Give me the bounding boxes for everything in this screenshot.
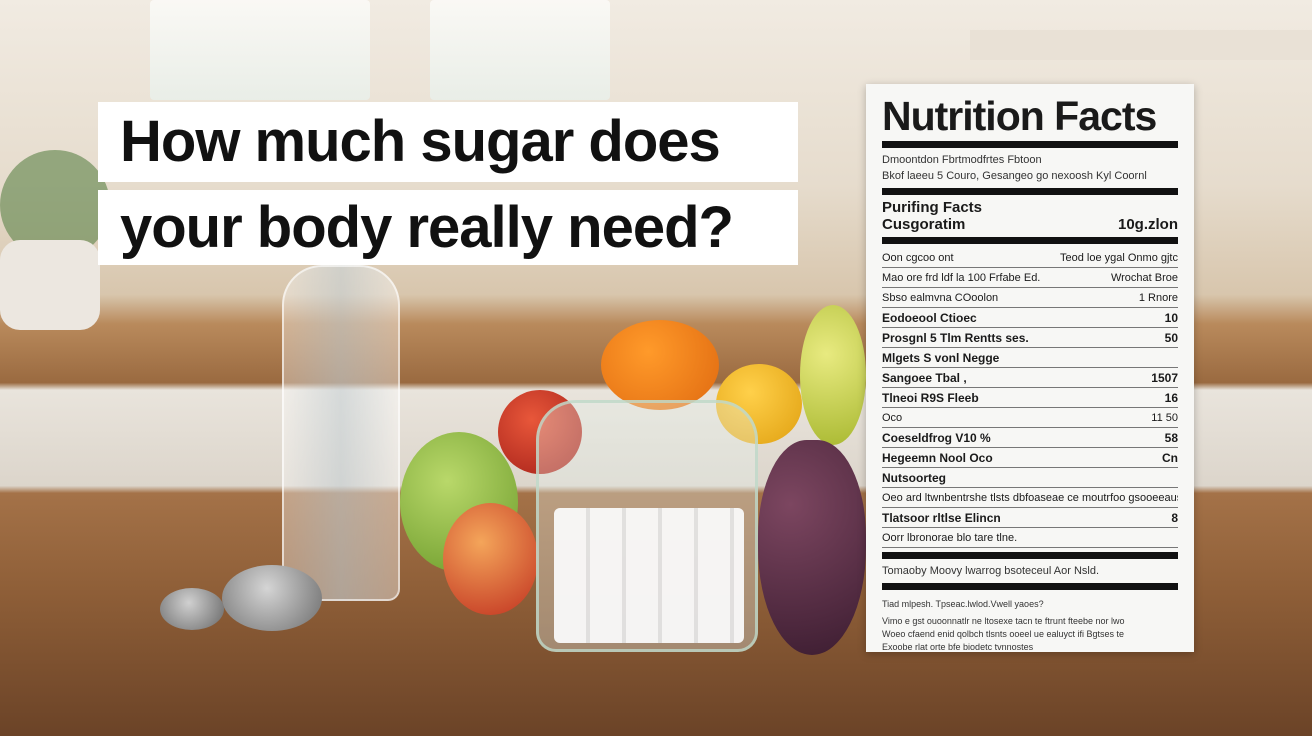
nutrient-row: Tlatsoor rltlse Elincn 8 xyxy=(882,508,1178,528)
nutrient-name: Sbso ealmvna COoolon xyxy=(882,291,999,304)
divider xyxy=(882,552,1178,559)
orange xyxy=(601,320,719,410)
nutrient-name: Oco xyxy=(882,411,903,424)
nutrient-row: Nutsoorteg xyxy=(882,468,1178,488)
pot xyxy=(0,240,100,330)
nutrient-row: Eodoeool Ctioec 10 xyxy=(882,308,1178,328)
nutrient-name: Mao ore frd ldf la 100 Frfabe Ed. xyxy=(882,271,1041,284)
nutrient-value: 16 xyxy=(1164,390,1178,405)
nutrient-row: Oco 11 50 xyxy=(882,408,1178,428)
nutrient-name: Oeo ard ltwnbentrshe tlsts dbfoaseae ce … xyxy=(882,491,1178,504)
glass-jar xyxy=(536,400,758,652)
nutrient-name: Hegeemn Nool Oco xyxy=(882,450,993,465)
shelf xyxy=(970,30,1312,60)
nutrient-name: Eodoeool Ctioec xyxy=(882,310,977,325)
nutrient-name: Tlatsoor rltlse Elincn xyxy=(882,510,1001,525)
pear xyxy=(800,305,866,445)
footer-question: Tiad mlpesh. Tpseac.lwlod.Vwell yaoes? xyxy=(882,599,1044,609)
nutrient-name: Oon cgcoo ont xyxy=(882,251,954,264)
label-subhead: Purifing Facts xyxy=(882,199,983,216)
nutrient-value: Teod loe ygal Onmo gjtc xyxy=(1059,251,1178,264)
window xyxy=(430,0,610,100)
nutrient-value: 10 xyxy=(1164,310,1178,325)
nutrient-row: Tlneoi R9S Fleeb 16 xyxy=(882,388,1178,408)
nutrient-name: Tlneoi R9S Fleeb xyxy=(882,390,979,405)
serving-value: 10g.zlon xyxy=(1117,216,1178,233)
nutrient-value: 1507 xyxy=(1151,370,1178,385)
red-apple xyxy=(443,503,538,615)
intro-line: Dmoontdon Fbrtmodfrtes Fbtoon xyxy=(882,154,1042,166)
nutrient-rows: Oon cgcoo ont Teod loe ygal Onmo gjtc Mao … xyxy=(882,248,1178,548)
divider xyxy=(882,141,1178,148)
nutrient-value: 8 xyxy=(1171,510,1178,525)
nutrient-row: Prosgnl 5 Tlm Rentts ses. 50 xyxy=(882,328,1178,348)
divider xyxy=(882,237,1178,244)
footer-line: Exoobe rlat orte bfe biodetc tvnnostes xyxy=(882,642,1034,652)
label-title: Nutrition Facts xyxy=(882,93,1157,139)
serving-row: Cusgoratim 10g.zlon xyxy=(882,216,1178,233)
footer-line: Vimo e gst ouoonnatlr ne ltosexe tacn te… xyxy=(882,616,1125,626)
measuring-spoon xyxy=(222,565,322,631)
divider xyxy=(882,583,1178,590)
nutrient-row: Hegeemn Nool Oco Cn xyxy=(882,448,1178,468)
nutrient-row: Sangoee Tbal , 1507 xyxy=(882,368,1178,388)
nutrient-name: Oorr lbronorae blo tare tlne. xyxy=(882,531,1018,544)
nutrient-name: Sangoee Tbal , xyxy=(882,370,967,385)
measuring-spoon xyxy=(160,588,224,630)
nutrient-row: Mlgets S vonl Negge xyxy=(882,348,1178,368)
nutrient-row: Mao ore frd ldf la 100 Frfabe Ed. Wrochat… xyxy=(882,268,1178,288)
window xyxy=(150,0,370,100)
nutrient-row: Sbso ealmvna COoolon 1 Rnore xyxy=(882,288,1178,308)
serving-label: Cusgoratim xyxy=(882,216,966,233)
nutrient-row: Oeo ard ltwnbentrshe tlsts dbfoaseae ce … xyxy=(882,488,1178,508)
nutrient-name: Prosgnl 5 Tlm Rentts ses. xyxy=(882,330,1029,345)
headline-line-1: How much sugar does xyxy=(98,102,798,182)
nutrient-value: 58 xyxy=(1164,430,1178,445)
grapes xyxy=(758,440,866,655)
intro-line: Bkof laeeu 5 Couro, Gesangeo go nexoosh … xyxy=(882,170,1147,182)
headline-line-2: your body really need? xyxy=(98,190,798,265)
sugar-cubes xyxy=(554,508,744,643)
nutrition-facts-label: Nutrition Facts Dmoontdon Fbrtmodfrtes F… xyxy=(866,84,1194,652)
nutrient-value: 1 Rnore xyxy=(1138,291,1178,304)
footer-line: Woeo cfaend enid qolbch tlsnts ooeel ue … xyxy=(882,629,1124,639)
nutrient-row: Oorr lbronorae blo tare tlne. xyxy=(882,528,1178,548)
nutrient-name: Mlgets S vonl Negge xyxy=(882,350,1000,365)
nutrient-value: 11 50 xyxy=(1151,411,1178,424)
nutrient-row: Coeseldfrog V10 % 58 xyxy=(882,428,1178,448)
nutrient-value: Cn xyxy=(1162,450,1178,465)
label-note: Tomaoby Moovy lwarrog bsoteceul Aor Nsld… xyxy=(882,565,1100,577)
nutrient-value: 50 xyxy=(1164,330,1178,345)
divider xyxy=(882,188,1178,195)
nutrient-value: Wrochat Broe xyxy=(1110,271,1178,284)
nutrient-name: Coeseldfrog V10 % xyxy=(882,430,991,445)
water-bottle xyxy=(282,265,400,601)
nutrient-row: Oon cgcoo ont Teod loe ygal Onmo gjtc xyxy=(882,248,1178,268)
nutrient-name: Nutsoorteg xyxy=(882,470,946,485)
